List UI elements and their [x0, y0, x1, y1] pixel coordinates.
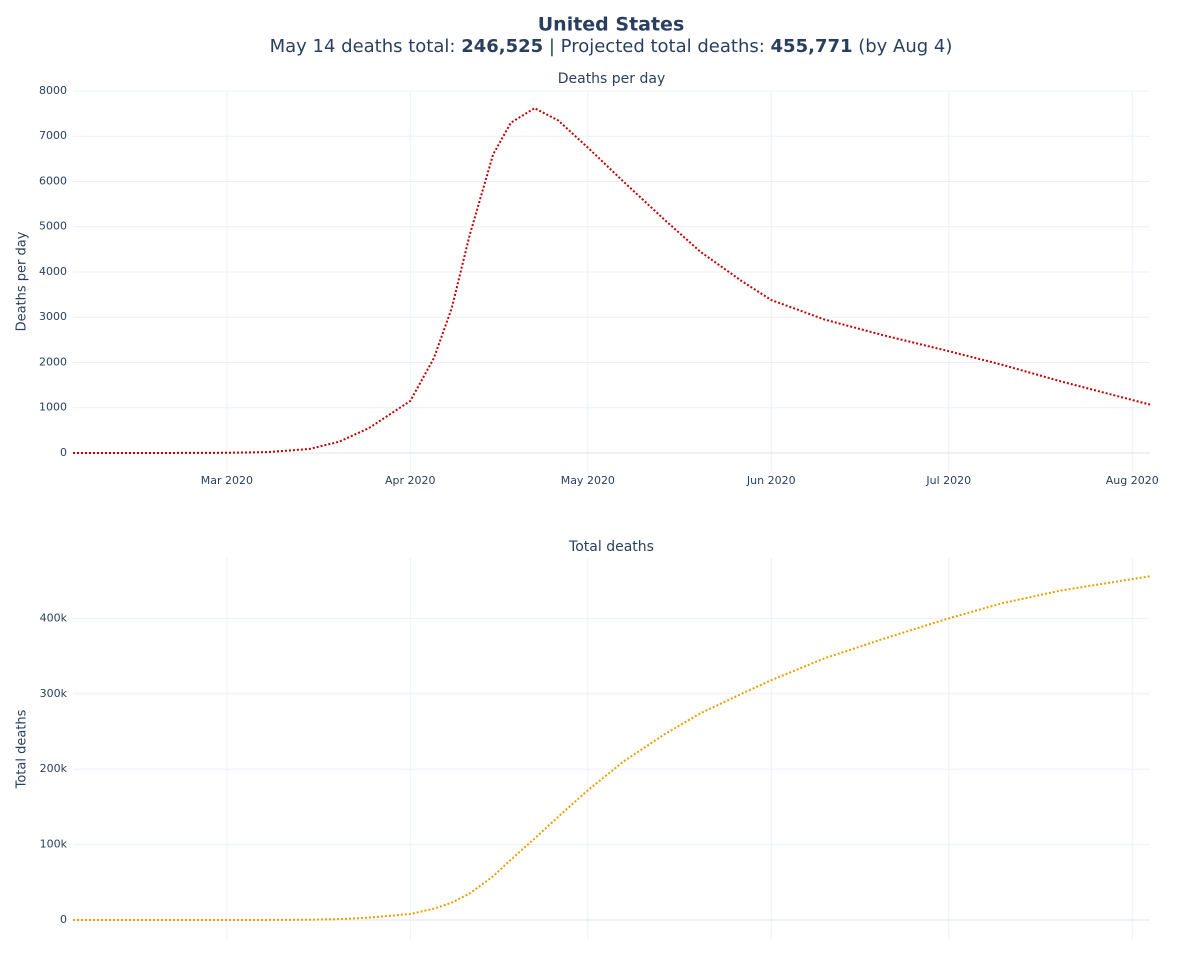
y-tick-label: 0	[60, 913, 67, 926]
subtitle-part: (by Aug 4)	[853, 36, 953, 57]
y-axis-title: Total deaths	[15, 709, 30, 789]
y-axis-title: Deaths per day	[15, 231, 30, 331]
y-tick-label: 8000	[39, 84, 67, 97]
subtitle-part: 246,525	[461, 36, 543, 57]
subtitle-part: 455,771	[771, 36, 853, 57]
y-tick-label: 300k	[40, 687, 68, 700]
subplot-title: Deaths per day	[558, 71, 666, 87]
y-tick-label: 4000	[39, 265, 67, 278]
y-tick-label: 7000	[39, 129, 67, 142]
y-tick-label: 0	[60, 446, 67, 459]
y-tick-label: 5000	[39, 220, 67, 233]
y-tick-label: 6000	[39, 174, 67, 187]
x-tick-label: Apr 2020	[385, 474, 436, 487]
y-tick-label: 200k	[40, 762, 68, 775]
figure-title: United States	[538, 14, 685, 36]
series-line	[73, 107, 1151, 454]
y-tick-label: 400k	[40, 611, 68, 624]
x-tick-label: Jun 2020	[746, 474, 796, 487]
subtitle-part: May 14 deaths total:	[270, 36, 462, 57]
x-tick-label: Mar 2020	[201, 474, 253, 487]
y-tick-label: 3000	[39, 310, 67, 323]
figure-subtitle: May 14 deaths total: 246,525 | Projected…	[270, 36, 953, 57]
subplot-title: Total deaths	[568, 539, 654, 555]
subtitle-part: | Projected total deaths:	[543, 36, 770, 57]
y-tick-label: 2000	[39, 355, 67, 368]
y-tick-label: 1000	[39, 401, 67, 414]
x-tick-label: Aug 2020	[1106, 474, 1159, 487]
series-line	[73, 575, 1151, 922]
x-tick-label: Jul 2020	[925, 474, 971, 487]
y-tick-label: 100k	[40, 838, 68, 851]
x-tick-label: May 2020	[561, 474, 615, 487]
